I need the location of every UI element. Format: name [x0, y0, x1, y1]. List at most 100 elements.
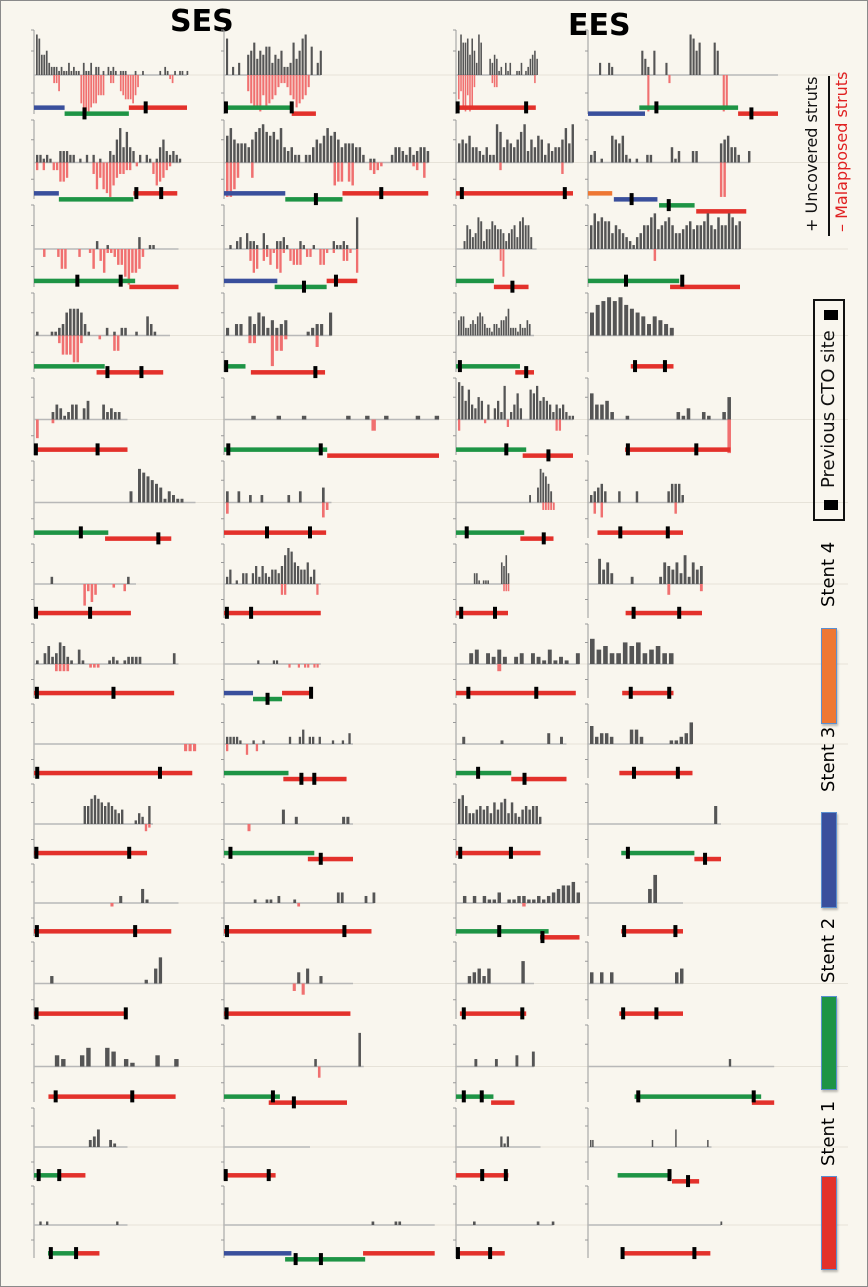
uncovered-bar	[247, 147, 251, 163]
uncovered-bar	[145, 154, 148, 163]
uncovered-bar	[186, 70, 189, 75]
uncovered-bar	[489, 58, 491, 75]
uncovered-bar	[473, 573, 476, 584]
malapposed-bar	[90, 75, 93, 108]
stent-segment-stent2	[34, 530, 109, 535]
uncovered-bar	[513, 147, 516, 163]
uncovered-bar	[302, 245, 305, 249]
uncovered-bar	[557, 147, 561, 163]
uncovered-bar	[727, 213, 731, 249]
uncovered-bar	[77, 649, 81, 664]
malapposed-bar	[321, 502, 325, 518]
cto-marker	[621, 1007, 626, 1020]
uncovered-bar	[166, 70, 169, 75]
cto-marker	[130, 1090, 135, 1103]
uncovered-bar	[506, 1136, 510, 1147]
uncovered-bar	[277, 58, 280, 75]
stent-segment-stent1	[670, 284, 740, 290]
uncovered-bar	[109, 1139, 113, 1147]
uncovered-bar	[544, 154, 547, 163]
uncovered-bar	[607, 297, 612, 336]
stent-segment-stent1	[34, 690, 175, 696]
uncovered-bar	[467, 327, 470, 336]
uncovered-bar	[287, 495, 291, 503]
uncovered-bar	[265, 899, 269, 903]
uncovered-bar	[510, 802, 514, 824]
malapposed-bar	[304, 664, 307, 668]
uncovered-bar	[122, 147, 125, 163]
stent-segment-stent1	[34, 929, 172, 934]
uncovered-bar	[112, 656, 115, 664]
uncovered-bar	[172, 653, 176, 664]
uncovered-bar	[542, 472, 545, 503]
malapposed-bar	[248, 335, 252, 344]
uncovered-bar	[364, 895, 368, 903]
malapposed-bar	[552, 502, 555, 510]
uncovered-bar	[488, 327, 491, 336]
uncovered-bar	[503, 566, 505, 584]
uncovered-bar	[159, 70, 162, 75]
uncovered-bar	[678, 233, 681, 249]
uncovered-bar	[58, 327, 61, 336]
uncovered-bar	[312, 736, 315, 744]
uncovered-bar	[42, 158, 45, 163]
uncovered-bar	[621, 233, 625, 249]
malapposed-bar	[279, 335, 283, 351]
stent-segment-stent2	[617, 1173, 671, 1178]
cto-marker	[457, 360, 462, 373]
uncovered-bar	[723, 139, 726, 163]
malapposed-bar	[131, 249, 134, 273]
uncovered-bar	[546, 895, 551, 903]
malapposed-bar	[347, 162, 351, 182]
cto-marker	[662, 360, 667, 373]
uncovered-bar	[106, 245, 109, 249]
uncovered-bar	[124, 327, 127, 336]
stent-segment-stent1	[597, 530, 683, 535]
malapposed-bar	[415, 162, 419, 171]
uncovered-bar	[609, 653, 615, 664]
uncovered-bar	[571, 881, 576, 903]
uncovered-bar	[737, 154, 740, 163]
uncovered-bar	[279, 324, 283, 336]
uncovered-bar	[667, 566, 671, 584]
malapposed-bar	[317, 1066, 321, 1078]
uncovered-bar	[600, 404, 604, 420]
cto-marker	[677, 606, 682, 619]
malapposed-bar	[277, 75, 280, 88]
uncovered-bar	[269, 899, 273, 903]
uncovered-bar	[178, 158, 182, 163]
cto-marker	[318, 443, 323, 456]
malapposed-bar	[295, 249, 299, 265]
malapposed-bar	[95, 75, 97, 104]
legend-stent1-label: Stent 1	[818, 1100, 839, 1166]
cto-marker	[123, 1007, 128, 1020]
uncovered-bar	[487, 968, 491, 984]
cto-marker	[318, 1253, 323, 1266]
uncovered-bar	[670, 483, 674, 503]
uncovered-bar	[81, 660, 85, 664]
uncovered-bar	[340, 892, 344, 903]
uncovered-bar	[675, 972, 679, 984]
malapposed-bar	[135, 162, 139, 167]
malapposed-bar	[188, 744, 192, 752]
uncovered-bar	[520, 62, 523, 75]
malapposed-bar	[53, 75, 56, 84]
uncovered-bar	[527, 66, 529, 75]
uncovered-bar	[43, 653, 47, 664]
cto-marker-icon	[824, 310, 838, 320]
uncovered-bar	[509, 62, 512, 75]
uncovered-bar	[624, 304, 629, 336]
cto-marker	[520, 1007, 525, 1020]
uncovered-bar	[316, 62, 319, 75]
uncovered-bar	[158, 957, 163, 984]
malapposed-bar	[89, 664, 92, 668]
legend-stent4-label: Stent 4	[818, 541, 839, 607]
uncovered-bar	[229, 736, 232, 744]
uncovered-bar	[547, 733, 551, 744]
malapposed-bar	[493, 75, 496, 88]
malapposed-bar	[332, 249, 335, 253]
cto-marker	[625, 846, 630, 859]
cto-marker	[458, 846, 463, 859]
malapposed-bar	[148, 824, 151, 828]
